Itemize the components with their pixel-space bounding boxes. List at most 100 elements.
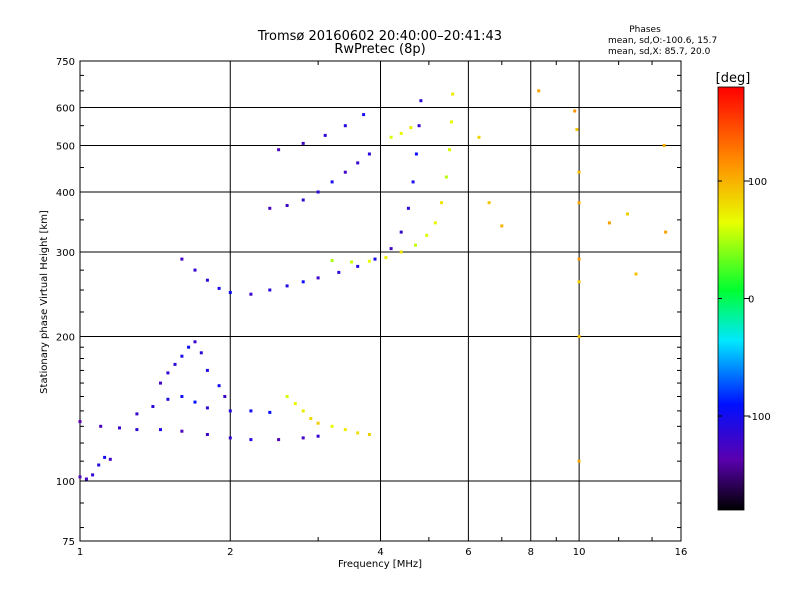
- trace-f1-x-mode-trace: [285, 395, 371, 436]
- data-point: [450, 120, 453, 124]
- data-point: [487, 201, 491, 205]
- data-point: [577, 170, 581, 174]
- data-point: [373, 257, 377, 261]
- stats-x-mode: mean, sd,X: 85.7, 20.0: [608, 47, 711, 57]
- data-point: [285, 395, 289, 398]
- data-point: [277, 438, 281, 442]
- data-point: [367, 152, 371, 156]
- y-tick-label: 500: [56, 142, 75, 153]
- data-point: [577, 201, 581, 205]
- data-point: [662, 144, 666, 147]
- colorbar-tick-label: 0: [748, 295, 754, 306]
- trace-f2-multi-hop-2: [277, 113, 366, 152]
- data-point: [577, 459, 581, 463]
- data-point: [293, 402, 297, 406]
- data-point: [193, 340, 197, 344]
- data-point: [180, 257, 184, 261]
- data-point: [411, 180, 415, 184]
- data-point: [228, 291, 232, 294]
- data-point: [577, 257, 581, 261]
- data-point: [228, 409, 232, 413]
- data-point: [451, 92, 455, 96]
- data-point: [500, 224, 504, 228]
- data-point: [356, 264, 360, 268]
- data-point: [330, 180, 334, 184]
- data-point: [417, 124, 421, 128]
- grid-lines: [80, 61, 681, 541]
- data-point: [356, 161, 360, 165]
- data-point: [180, 354, 184, 358]
- data-point: [577, 280, 581, 284]
- data-point: [301, 198, 305, 202]
- data-point: [205, 368, 209, 372]
- data-point: [159, 381, 162, 385]
- data-point: [249, 438, 253, 442]
- data-point: [217, 384, 221, 388]
- data-point: [103, 455, 107, 459]
- data-point: [316, 421, 320, 425]
- data-point: [425, 233, 429, 237]
- data-point: [78, 475, 82, 479]
- y-tick-label: 300: [56, 248, 75, 259]
- data-point: [97, 463, 101, 467]
- data-point: [223, 395, 227, 398]
- data-point: [575, 128, 579, 131]
- stats-heading: Phases: [629, 25, 661, 35]
- data-point: [337, 270, 341, 274]
- data-point: [301, 280, 305, 284]
- colorbar-tick-label: -100: [748, 412, 771, 423]
- x-tick-label: 2: [227, 547, 233, 558]
- data-point: [343, 428, 347, 432]
- data-point: [389, 135, 393, 139]
- data-points: [78, 89, 668, 481]
- x-tick-label: 16: [675, 547, 688, 558]
- data-point: [537, 89, 541, 93]
- y-tick-label: 400: [56, 188, 75, 199]
- data-point: [389, 247, 393, 251]
- data-point: [316, 190, 320, 194]
- trace-f2-multi-hop-2-x-mode: [389, 126, 413, 139]
- data-point: [285, 204, 289, 207]
- data-point: [180, 429, 184, 433]
- data-point: [343, 124, 347, 128]
- data-point: [118, 426, 121, 430]
- data-point: [367, 259, 371, 263]
- data-point: [301, 436, 305, 440]
- trace-f2-o-mode-trace: [180, 99, 423, 296]
- y-tick-label: 100: [56, 477, 75, 488]
- x-tick-label: 8: [528, 547, 534, 558]
- data-point: [277, 148, 281, 152]
- data-point: [330, 424, 334, 428]
- data-point: [343, 170, 347, 174]
- data-point: [433, 221, 437, 225]
- x-tick-label: 6: [465, 547, 471, 558]
- data-point: [180, 395, 184, 398]
- data-point: [356, 431, 360, 435]
- data-point: [362, 113, 366, 117]
- data-point: [626, 212, 629, 216]
- data-point: [634, 272, 638, 276]
- trace-e-layer-trace: [78, 455, 112, 481]
- data-point: [399, 131, 403, 135]
- trace-es-f1-lower-trace: [78, 420, 320, 442]
- data-point: [399, 250, 403, 254]
- data-point: [205, 278, 209, 282]
- colorbar-ticks: 100 0 -100: [718, 177, 771, 423]
- data-point: [323, 133, 327, 137]
- colorbar-tick-label: 100: [748, 177, 767, 188]
- data-point: [384, 256, 388, 260]
- data-point: [91, 473, 95, 477]
- colorbar: [deg] 100 0 -100: [716, 71, 771, 511]
- data-point: [249, 292, 253, 296]
- data-point: [448, 148, 451, 152]
- y-tick-label: 200: [56, 333, 75, 344]
- data-point: [477, 135, 481, 139]
- data-point: [330, 259, 334, 262]
- data-point: [406, 206, 410, 210]
- trace-f1-upper-trace: [135, 395, 272, 416]
- data-point: [193, 400, 197, 404]
- x-tick-label: 1: [77, 547, 83, 558]
- data-point: [409, 126, 413, 130]
- data-point: [440, 201, 443, 205]
- data-point: [228, 436, 232, 440]
